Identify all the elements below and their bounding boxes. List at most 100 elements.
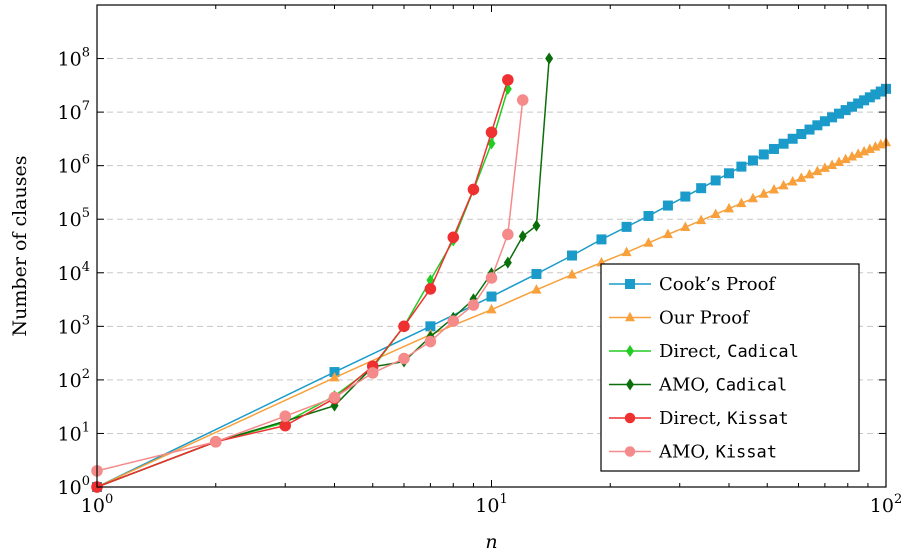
data-point [467, 183, 480, 196]
data-point [870, 89, 881, 100]
legend-box [600, 263, 860, 472]
data-point [804, 168, 815, 179]
data-point [486, 291, 497, 302]
data-point [747, 155, 758, 166]
legend-label: Cook’s Proof [659, 274, 776, 295]
legend: Cook’s Proof Our Proof Direct, Cadical AMO,… [600, 263, 860, 472]
data-point [518, 230, 527, 243]
y-tick-label: 100 [58, 474, 90, 499]
data-point [768, 143, 779, 154]
data-point [545, 52, 554, 65]
legend-swatch-marker [624, 412, 636, 424]
data-point [209, 435, 222, 448]
data-point [516, 94, 529, 106]
data-point [804, 124, 815, 135]
data-point [840, 153, 851, 164]
series-line [96, 58, 550, 488]
data-point [279, 419, 291, 432]
y-tick-label: 102 [58, 367, 90, 392]
data-point [425, 321, 436, 332]
x-axis-title: n [485, 531, 497, 553]
data-point [398, 352, 410, 365]
y-axis-title: Number of clauses [9, 156, 31, 337]
data-point [680, 191, 691, 202]
data-point [875, 86, 886, 97]
data-point [503, 256, 512, 269]
data-point [827, 112, 838, 123]
data-point [643, 237, 654, 247]
y-tick-label: 103 [58, 313, 90, 338]
series-1 [92, 136, 891, 491]
data-point [279, 410, 291, 422]
data-point [696, 214, 707, 225]
data-point [696, 183, 707, 194]
legend-swatch-marker [626, 378, 634, 391]
data-point [662, 200, 673, 211]
data-point [567, 268, 578, 279]
data-point [467, 299, 480, 311]
data-point [485, 126, 498, 139]
data-point [796, 129, 807, 140]
data-point [758, 149, 769, 160]
legend-label: Direct, Kissat [659, 408, 789, 429]
data-point [768, 183, 779, 194]
legend-item: Direct, Cadical [609, 341, 799, 362]
data-point [710, 175, 721, 186]
data-point [846, 150, 857, 161]
data-point [532, 219, 541, 232]
data-point [485, 272, 498, 284]
x-tick-label: 102 [870, 492, 902, 517]
data-point [787, 176, 798, 186]
data-point [840, 105, 851, 116]
data-point [736, 197, 747, 208]
data-point [329, 371, 340, 382]
data-point [447, 315, 460, 327]
data-point [398, 320, 410, 333]
legend-label: AMO, Kissat [658, 442, 777, 463]
legend-item: Cook’s Proof [609, 274, 776, 295]
data-point [812, 120, 823, 131]
data-point [621, 246, 632, 257]
data-point [531, 284, 542, 294]
series-5 [91, 94, 529, 477]
legend-swatch-marker [625, 311, 635, 322]
data-point [833, 156, 844, 166]
ticks-layer [96, 5, 887, 488]
data-point [328, 391, 341, 404]
data-point [424, 335, 437, 348]
data-point [424, 283, 437, 295]
legend-item: AMO, Cadical [609, 375, 787, 396]
series-line [96, 79, 509, 488]
data-point [787, 133, 798, 144]
series-4 [91, 74, 514, 493]
legend-swatch-marker [625, 279, 635, 289]
legend-label: AMO, Cadical [658, 375, 787, 396]
tick-labels: 100 101 102 100 101 102 103 104 105 106 107 108 [58, 46, 903, 517]
x-tick-label: 101 [475, 492, 507, 517]
data-point [819, 116, 830, 127]
legend-label: Our Proof [659, 308, 750, 329]
data-point [502, 74, 514, 86]
series-layer [91, 52, 891, 493]
data-point [736, 161, 747, 172]
data-point [502, 228, 514, 241]
legend-label: Direct, Cadical [659, 341, 799, 362]
data-point [827, 159, 838, 169]
y-tick-label: 106 [58, 153, 90, 178]
data-point [778, 179, 789, 190]
legend-swatch-marker [626, 345, 634, 357]
data-point [724, 202, 735, 213]
data-point [621, 221, 632, 232]
data-point [531, 268, 542, 279]
data-point [796, 172, 807, 182]
data-point [846, 101, 857, 112]
y-tick-label: 105 [58, 206, 90, 231]
data-point [680, 221, 691, 231]
data-point [778, 138, 789, 149]
data-point [853, 98, 864, 109]
data-point [853, 148, 864, 158]
data-point [833, 108, 844, 119]
data-point [447, 231, 460, 244]
series-line [96, 88, 509, 488]
